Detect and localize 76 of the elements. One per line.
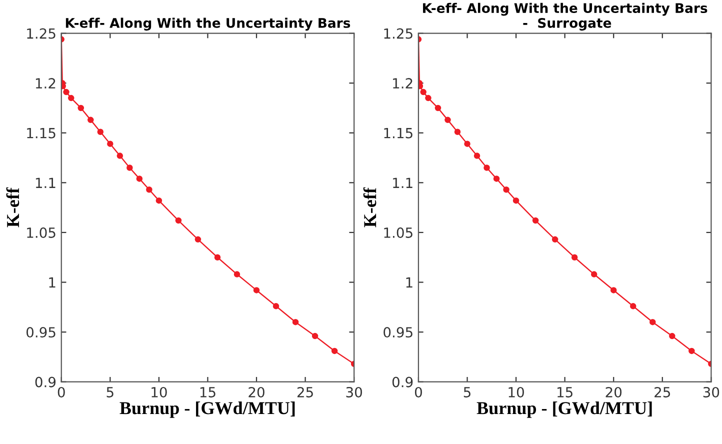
y-tick-label: 1.1 <box>393 178 412 188</box>
point <box>474 152 480 159</box>
point <box>688 348 695 354</box>
y-tick-label: 1.15 <box>27 128 56 138</box>
y-axis-title: K-eff <box>363 187 376 228</box>
y-tick-label: 1.05 <box>384 227 412 238</box>
x-tick-label: 20 <box>606 386 622 398</box>
x-tick-label: 25 <box>654 386 670 398</box>
x-tick-label: 30 <box>703 386 720 398</box>
point <box>63 88 70 96</box>
x-tick-label: 15 <box>558 387 572 398</box>
y-tick-label: 1.05 <box>27 227 56 238</box>
point <box>146 186 152 193</box>
point <box>434 104 442 112</box>
y-tick-label: 0.9 <box>392 376 413 388</box>
y-tick-label: 1.2 <box>393 78 412 88</box>
point <box>669 332 676 340</box>
point <box>493 176 500 182</box>
y-tick-label: 1.15 <box>384 128 412 138</box>
point <box>156 197 162 204</box>
y-tick-label: 1.25 <box>27 28 56 39</box>
point <box>650 318 656 326</box>
point <box>312 332 318 340</box>
point <box>571 254 578 260</box>
x-tick-label: 10 <box>152 386 167 398</box>
y-tick-label: 1.2 <box>36 78 56 88</box>
point <box>420 88 426 96</box>
x-tick-label: 25 <box>297 386 313 398</box>
x-tick-label: 20 <box>248 386 264 398</box>
point <box>136 176 143 182</box>
x-axis-title: Burnup - [GWd/MTU] <box>120 402 295 418</box>
point <box>126 164 133 171</box>
point <box>484 164 490 171</box>
y-tick-label: 1.25 <box>384 28 412 39</box>
point <box>552 236 558 243</box>
point <box>610 287 617 294</box>
point <box>88 116 94 124</box>
y-tick-label: 0.95 <box>384 327 412 338</box>
point <box>234 271 240 278</box>
x-tick-label: 15 <box>200 387 216 398</box>
chart-title: K-eff- Along With the Uncertainty Bars - Surrogate <box>423 2 708 31</box>
y-tick-label: 1 <box>49 277 56 288</box>
point <box>512 197 520 204</box>
x-tick-label: 30 <box>346 386 362 398</box>
point <box>590 271 598 278</box>
x-tick-label: 10 <box>508 386 524 398</box>
y-tick-label: 0.9 <box>35 376 56 388</box>
y-tick-label: 1.1 <box>36 178 56 188</box>
point <box>175 217 182 224</box>
point <box>503 186 510 193</box>
point <box>253 287 260 294</box>
x-tick-label: 5 <box>464 387 470 398</box>
point <box>78 104 84 112</box>
y-tick-label: 1 <box>406 277 412 288</box>
x-axis-title: Burnup - [GWd/MTU] <box>476 402 652 418</box>
x-tick-label: 0 <box>58 386 65 398</box>
point <box>107 140 114 147</box>
point <box>425 94 432 102</box>
chart-title: K-eff- Along With the Uncertainty Bars <box>66 18 350 31</box>
point <box>194 236 202 243</box>
point <box>68 94 74 102</box>
point <box>454 128 461 136</box>
x-tick-label: 5 <box>106 387 114 398</box>
point <box>272 303 280 310</box>
point <box>444 116 451 124</box>
point <box>532 217 539 224</box>
point <box>97 128 104 136</box>
point <box>331 348 338 354</box>
point <box>116 152 124 159</box>
point <box>464 140 470 147</box>
y-tick-label: 0.95 <box>26 327 56 338</box>
x-tick-label: 0 <box>414 386 422 398</box>
y-axis-title: K-eff <box>6 187 20 228</box>
point <box>214 254 221 260</box>
point <box>292 318 299 326</box>
point <box>630 303 636 310</box>
